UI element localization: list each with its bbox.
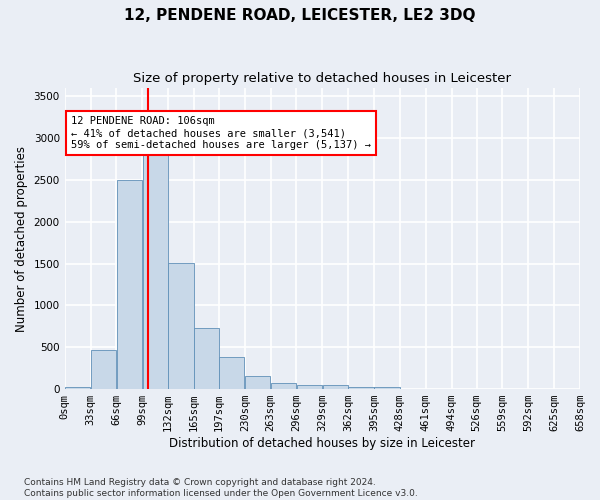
Bar (219, 358, 244, 389)
Bar (271, 383, 296, 389)
Text: 12, PENDENE ROAD, LEICESTER, LE2 3DQ: 12, PENDENE ROAD, LEICESTER, LE2 3DQ (124, 8, 476, 22)
Bar (91, 350, 116, 389)
Bar (245, 376, 271, 389)
Title: Size of property relative to detached houses in Leicester: Size of property relative to detached ho… (133, 72, 511, 86)
X-axis label: Distribution of detached houses by size in Leicester: Distribution of detached houses by size … (169, 437, 475, 450)
Bar (143, 154, 168, 389)
Bar (194, 328, 220, 389)
Bar (297, 385, 322, 389)
Text: Contains HM Land Registry data © Crown copyright and database right 2024.
Contai: Contains HM Land Registry data © Crown c… (24, 478, 418, 498)
Bar (323, 386, 348, 389)
Bar (169, 263, 194, 389)
Y-axis label: Number of detached properties: Number of detached properties (15, 146, 28, 332)
Text: 12 PENDENE ROAD: 106sqm
← 41% of detached houses are smaller (3,541)
59% of semi: 12 PENDENE ROAD: 106sqm ← 41% of detache… (71, 116, 371, 150)
Bar (349, 386, 374, 389)
Bar (116, 180, 142, 389)
Bar (65, 388, 90, 389)
Bar (374, 388, 400, 389)
